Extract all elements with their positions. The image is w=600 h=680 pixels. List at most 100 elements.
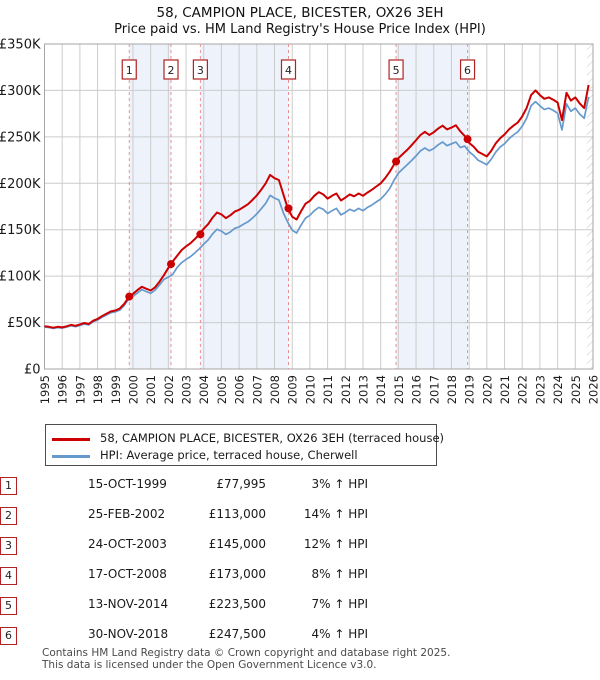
sale-price: £247,500 <box>208 627 266 641</box>
sale-price: £113,000 <box>208 507 266 521</box>
x-axis-tick-label: 2022 <box>516 375 530 404</box>
plot-border <box>44 43 594 370</box>
page-title: 58, CAMPION PLACE, BICESTER, OX26 3EH <box>156 5 444 21</box>
property-series-line <box>44 84 590 329</box>
sale-price: £223,500 <box>208 597 266 611</box>
x-axis-tick-label: 2023 <box>533 375 547 404</box>
sale-marker-label: 1 <box>121 59 137 80</box>
x-axis-tick-label: 2012 <box>339 375 353 404</box>
y-axis-tick-label: £50K <box>7 316 41 331</box>
sale-number-box: 4 <box>0 567 17 585</box>
sale-marker-dot <box>196 230 205 239</box>
sale-vs-hpi: 14% ↑ HPI <box>303 507 368 521</box>
x-axis-tick-label: 1995 <box>38 375 52 404</box>
x-axis-tick-label: 2003 <box>180 375 194 404</box>
x-axis-tick-label: 2021 <box>498 375 512 404</box>
sale-number-box: 2 <box>0 507 17 525</box>
sale-number-box: 6 <box>0 627 17 645</box>
hpi-series-line <box>44 96 590 330</box>
gridlines <box>44 43 594 370</box>
x-axis-tick-label: 2001 <box>144 375 158 404</box>
sale-date: 24-OCT-2003 <box>88 537 167 551</box>
hpi-line-swatch <box>52 455 90 458</box>
legend-item-property: 58, CAMPION PLACE, BICESTER, OX26 3EH (t… <box>46 430 444 448</box>
sale-marker-dot <box>167 260 176 269</box>
page-subtitle: Price paid vs. HM Land Registry's House … <box>114 22 486 37</box>
x-axis-tick-label: 2010 <box>303 375 317 404</box>
x-axis-tick-label: 2009 <box>286 375 300 404</box>
y-axis-tick-label: £0 <box>24 363 41 378</box>
svg-text:4: 4 <box>285 64 292 77</box>
sale-date: 30-NOV-2018 <box>88 627 169 641</box>
x-axis-tick-label: 2018 <box>445 375 459 404</box>
x-axis-tick-label: 1998 <box>91 375 105 404</box>
sale-marker-dot <box>392 157 401 166</box>
future-hatch <box>586 44 593 369</box>
svg-text:1: 1 <box>126 64 133 77</box>
sale-vs-hpi: 8% ↑ HPI <box>311 567 368 581</box>
sale-date: 17-OCT-2008 <box>88 567 167 581</box>
sale-price: £145,000 <box>208 537 266 551</box>
x-axis-tick-label: 2007 <box>250 375 264 404</box>
y-axis-tick-label: £300K <box>0 84 41 99</box>
y-axis-tick-label: £350K <box>0 38 41 53</box>
x-axis-tick-label: 1999 <box>109 375 123 404</box>
x-axis-tick-label: 2026 <box>587 375 600 404</box>
x-axis-tick-label: 2017 <box>427 375 441 404</box>
y-axis-tick-label: £100K <box>0 270 41 285</box>
sale-date: 25-FEB-2002 <box>88 507 166 521</box>
sale-vs-hpi: 12% ↑ HPI <box>303 537 368 551</box>
sale-number-box: 5 <box>0 597 17 615</box>
sale-marker-label: 3 <box>192 59 208 80</box>
x-axis-tick-label: 2002 <box>162 375 176 404</box>
chart-legend: 58, CAMPION PLACE, BICESTER, OX26 3EH (t… <box>45 424 444 466</box>
sale-vs-hpi: 7% ↑ HPI <box>311 597 368 611</box>
x-axis-tick-label: 2025 <box>569 375 583 404</box>
x-axis-tick-label: 2011 <box>321 375 335 404</box>
shaded-band <box>396 44 468 369</box>
svg-text:3: 3 <box>197 64 204 77</box>
legend-label: 58, CAMPION PLACE, BICESTER, OX26 3EH (t… <box>100 431 445 445</box>
x-axis-tick-label: 2019 <box>463 375 477 404</box>
x-axis-tick-label: 2016 <box>410 375 424 404</box>
sale-date: 15-OCT-1999 <box>88 477 167 491</box>
sale-number-box: 3 <box>0 537 17 555</box>
x-axis-tick-label: 2013 <box>356 375 370 404</box>
sale-number-box: 1 <box>0 477 17 495</box>
x-axis-tick-label: 2006 <box>233 375 247 404</box>
svg-text:5: 5 <box>393 64 400 77</box>
x-axis-tick-label: 2015 <box>392 375 406 404</box>
x-axis-tick-label: 2005 <box>215 375 229 404</box>
x-axis-tick-label: 2014 <box>374 375 388 404</box>
sale-vs-hpi: 3% ↑ HPI <box>311 477 368 491</box>
svg-text:6: 6 <box>464 64 471 77</box>
sale-marker-dot <box>284 204 293 213</box>
sale-price: £77,995 <box>216 477 266 491</box>
sale-marker-label: 5 <box>388 59 404 80</box>
sale-marker-dot <box>125 292 134 301</box>
x-axis-tick-label: 2020 <box>480 375 494 404</box>
property-line-swatch <box>52 438 90 441</box>
x-axis-tick-label: 2024 <box>551 375 565 404</box>
y-axis-tick-label: £250K <box>0 130 41 145</box>
sale-vs-hpi: 4% ↑ HPI <box>311 627 368 641</box>
y-axis-tick-label: £200K <box>0 177 41 192</box>
legend-label: HPI: Average price, terraced house, Cher… <box>100 448 358 462</box>
x-axis-tick-label: 2008 <box>268 375 282 404</box>
x-axis-tick-label: 2004 <box>197 375 211 404</box>
footer: Contains HM Land Registry data © Crown c… <box>42 647 451 671</box>
sale-marker-dot <box>463 135 472 144</box>
footer-line-1: Contains HM Land Registry data © Crown c… <box>42 647 451 659</box>
x-axis-tick-label: 2000 <box>126 375 140 404</box>
sale-marker-label: 2 <box>163 59 179 80</box>
x-axis-tick-label: 1997 <box>73 375 87 404</box>
price-history-chart: 1 2 3 4 5 6 £0 £50K £100K £150K £200K £250K £300K £35… <box>0 38 600 405</box>
svg-text:2: 2 <box>168 64 175 77</box>
y-axis-tick-label: £150K <box>0 223 41 238</box>
shaded-band <box>129 44 172 369</box>
footer-line-2: This data is licensed under the Open Gov… <box>42 658 377 671</box>
sale-marker-label: 4 <box>280 59 297 80</box>
sale-price: £173,000 <box>208 567 266 581</box>
sale-date: 13-NOV-2014 <box>88 597 169 611</box>
